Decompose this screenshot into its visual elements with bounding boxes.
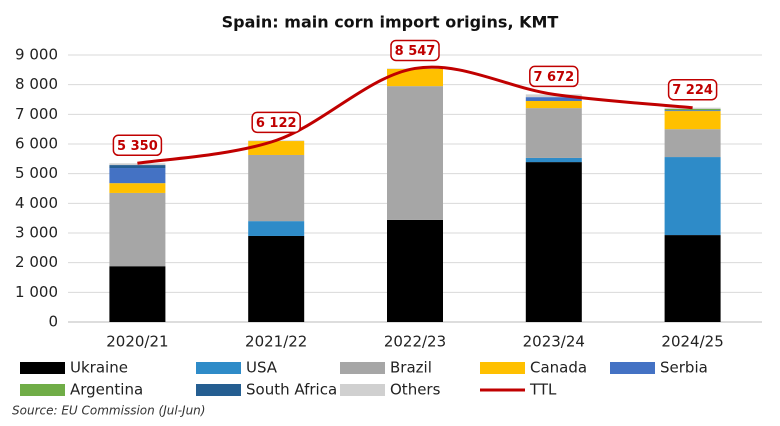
legend-swatch — [196, 362, 241, 374]
bar-segment — [109, 183, 166, 193]
y-tick-label: 1 000 — [15, 283, 58, 301]
legend-swatch — [196, 384, 241, 396]
legend-label: USA — [246, 359, 278, 377]
bar-segment — [664, 107, 721, 109]
data-label: 7 224 — [672, 83, 713, 98]
legend-label: Ukraine — [70, 359, 128, 377]
y-tick-label: 7 000 — [15, 105, 58, 123]
y-tick-label: 4 000 — [15, 194, 58, 212]
y-tick-label: 6 000 — [15, 135, 58, 153]
x-tick-label: 2022/23 — [384, 333, 446, 351]
bar-segment — [387, 68, 443, 87]
legend-label: South Africa — [246, 381, 337, 399]
bar-segment — [248, 141, 305, 155]
data-label-box — [667, 78, 718, 101]
bar-segment — [109, 165, 166, 169]
legend-label: TTL — [529, 381, 557, 399]
y-tick-label: 2 000 — [15, 253, 58, 271]
data-label: 5 350 — [117, 139, 158, 154]
legend-swatch — [340, 384, 385, 396]
bar-segment — [109, 168, 166, 184]
legend-swatch — [480, 362, 525, 374]
data-label-box — [529, 65, 579, 88]
x-tick-label: 2024/25 — [661, 333, 723, 351]
legend-label: Serbia — [660, 359, 708, 377]
data-label: 7 672 — [533, 70, 574, 85]
bar-segment — [248, 154, 305, 222]
bar-segment — [664, 111, 721, 130]
bar-segment — [109, 192, 166, 267]
legend-swatch — [340, 362, 385, 374]
bar-segment — [525, 97, 582, 101]
legend-label: Canada — [530, 359, 587, 377]
bar-segment — [109, 163, 166, 166]
x-tick-label: 2023/24 — [523, 333, 585, 351]
y-tick-label: 5 000 — [15, 164, 58, 182]
bar-segment — [525, 100, 582, 109]
source: Source: EU Commission (Jul-Jun) — [12, 404, 205, 418]
bar-segment — [664, 157, 721, 236]
data-label-box — [390, 39, 440, 62]
bar-segment — [525, 157, 582, 163]
data-label-box — [112, 134, 163, 157]
legend-swatch — [610, 362, 655, 374]
bar-segment — [525, 108, 582, 158]
bar-segment — [387, 219, 443, 322]
chart-title: Spain: main corn import origins, KMT — [222, 13, 559, 32]
bar-segment — [109, 266, 166, 322]
legend-label: Brazil — [390, 359, 432, 377]
bar-segment — [248, 221, 305, 236]
bar-segment — [248, 235, 305, 322]
y-tick-label: 8 000 — [15, 75, 58, 93]
bar-segment — [664, 129, 721, 158]
bar-segment — [664, 110, 721, 112]
y-tick-label: 0 — [48, 313, 58, 331]
legend-label: Others — [390, 381, 441, 399]
bar-segment — [525, 162, 582, 322]
bar-segment — [387, 86, 443, 220]
y-tick-label: 9 000 — [15, 46, 58, 64]
data-label: 6 122 — [256, 116, 297, 131]
x-tick-label: 2021/22 — [245, 333, 307, 351]
x-tick-label: 2020/21 — [106, 333, 168, 351]
legend-label: Argentina — [70, 381, 143, 399]
data-label-box — [251, 111, 301, 134]
bar-segment — [664, 235, 721, 322]
bar-segment — [664, 108, 721, 111]
line — [137, 65, 693, 165]
legend-swatch — [20, 384, 65, 396]
y-tick-label: 3 000 — [15, 224, 58, 242]
data-label: 8 547 — [395, 44, 436, 59]
legend-swatch — [20, 362, 65, 374]
